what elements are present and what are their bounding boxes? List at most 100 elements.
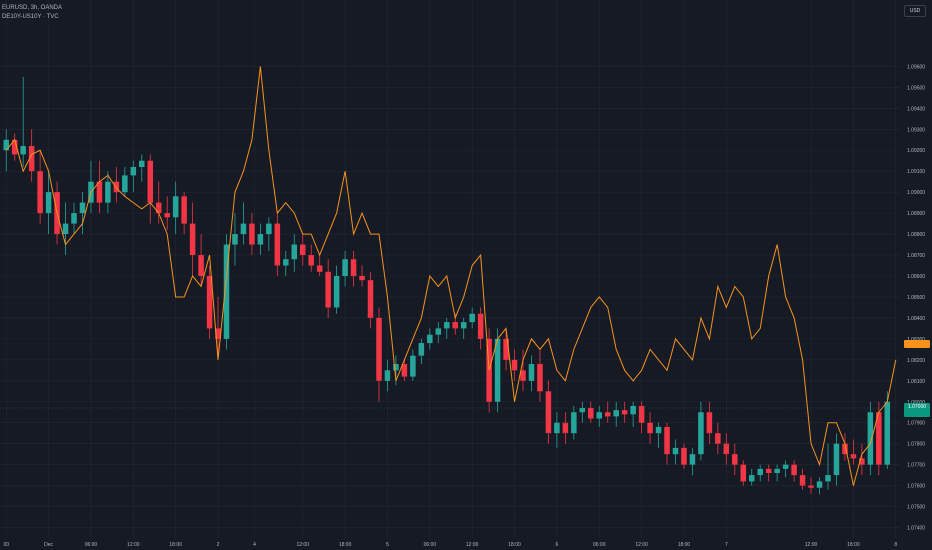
currency-button[interactable]: USD bbox=[904, 5, 926, 17]
price-tick-label: 1.08000 bbox=[907, 400, 925, 406]
price-tick-label: 1.07400 bbox=[907, 526, 925, 532]
candle bbox=[477, 307, 484, 350]
candle bbox=[528, 355, 535, 392]
compare-series-label[interactable]: DE10Y-US10Y · TVC bbox=[2, 14, 59, 20]
candle bbox=[367, 271, 374, 329]
candle bbox=[469, 307, 475, 329]
candle bbox=[410, 349, 416, 381]
candle-body bbox=[393, 364, 399, 371]
candle bbox=[799, 468, 806, 490]
main-series-label[interactable]: EURUSD, 3h, OANDA bbox=[2, 5, 63, 11]
candle-body bbox=[537, 364, 543, 392]
candle-body bbox=[833, 443, 840, 476]
candle-body bbox=[765, 468, 772, 474]
last-price-tag: 1.07000 bbox=[904, 403, 930, 417]
candle-body bbox=[706, 412, 713, 434]
candle-body bbox=[791, 464, 797, 476]
candle-body bbox=[613, 410, 619, 417]
time-tick-label: 4 bbox=[253, 542, 256, 548]
candle bbox=[545, 380, 552, 444]
candle-body bbox=[757, 468, 763, 476]
candle bbox=[782, 460, 789, 478]
candle bbox=[37, 150, 43, 224]
candle bbox=[630, 401, 636, 427]
candle-body bbox=[816, 481, 823, 488]
candle-body bbox=[28, 146, 35, 172]
candle-body bbox=[418, 343, 425, 356]
candle-body bbox=[410, 355, 416, 377]
candle-body bbox=[859, 458, 865, 465]
price-tick-label: 1.07800 bbox=[907, 442, 925, 448]
candle bbox=[664, 422, 670, 465]
price-tick-label: 1.07600 bbox=[907, 484, 925, 490]
candle bbox=[435, 322, 442, 344]
candle bbox=[715, 422, 721, 455]
time-tick-label: 12:00 bbox=[805, 542, 818, 548]
price-tick-label: 1.07500 bbox=[907, 505, 925, 511]
candle-body bbox=[647, 422, 653, 434]
time-tick-label: 18:00 bbox=[678, 542, 691, 548]
candle bbox=[740, 460, 747, 486]
candle-body bbox=[240, 223, 247, 235]
price-axis[interactable]: 1.07400 1.07500 1.07600 1.07700 1.07800 1.079… bbox=[907, 64, 925, 531]
candle-body bbox=[147, 160, 154, 203]
candle-body bbox=[105, 181, 111, 203]
candle-body bbox=[452, 322, 458, 329]
candle bbox=[757, 464, 763, 482]
candle-body bbox=[681, 447, 687, 465]
candle-body bbox=[299, 244, 306, 256]
candle-body bbox=[596, 412, 603, 419]
candle-body bbox=[249, 223, 255, 245]
candle bbox=[11, 133, 18, 161]
candle-body bbox=[274, 223, 281, 266]
candle bbox=[257, 223, 264, 256]
candle-body bbox=[571, 412, 577, 434]
candle bbox=[266, 217, 272, 251]
candle bbox=[139, 154, 145, 182]
chart-legend: EURUSD, 3h, OANDA DE10Y-US10Y · TVC bbox=[2, 4, 62, 22]
time-tick-label: 12:00 bbox=[466, 542, 479, 548]
candle-body bbox=[232, 234, 238, 245]
price-tick-label: 1.09400 bbox=[907, 106, 925, 112]
price-tick-label: 1.09600 bbox=[907, 64, 925, 70]
candle-body bbox=[588, 408, 594, 419]
time-tick-label: 06:00 bbox=[593, 542, 606, 548]
candle bbox=[672, 439, 679, 465]
candles bbox=[3, 76, 891, 494]
candle bbox=[384, 359, 391, 392]
last-price-value: 1.07000 bbox=[907, 404, 927, 410]
candle-body bbox=[528, 364, 535, 381]
candle bbox=[706, 401, 713, 444]
time-tick-label: 2 bbox=[217, 542, 220, 548]
candle bbox=[884, 391, 891, 469]
candle bbox=[816, 477, 823, 494]
price-tick-label: 1.08800 bbox=[907, 232, 925, 238]
candle-body bbox=[723, 443, 730, 455]
candle-body bbox=[325, 271, 331, 308]
price-tick-label: 1.07700 bbox=[907, 463, 925, 469]
time-tick-label: 00 bbox=[3, 542, 9, 548]
candle-body bbox=[494, 338, 501, 402]
candle-body bbox=[698, 412, 704, 455]
candle-body bbox=[181, 196, 187, 224]
candle bbox=[859, 443, 865, 476]
price-tick-label: 1.09500 bbox=[907, 85, 925, 91]
candle bbox=[62, 202, 69, 256]
price-tick-label: 1.09200 bbox=[907, 148, 925, 154]
candle-body bbox=[876, 412, 882, 465]
candle-body bbox=[850, 454, 857, 459]
candle-body bbox=[774, 468, 780, 474]
candle bbox=[732, 443, 738, 476]
price-tick-label: 1.08700 bbox=[907, 253, 925, 259]
candle-body bbox=[630, 405, 636, 415]
candle bbox=[45, 171, 52, 235]
candle bbox=[867, 401, 874, 476]
time-tick-label: 7 bbox=[725, 542, 728, 548]
time-axis[interactable]: 00 Dec 06:00 12:00 18:00 2 4 12:00 18:00 5 06:00 12… bbox=[3, 542, 897, 548]
compare-last-value-tag bbox=[904, 340, 930, 348]
time-tick-label: 18:00 bbox=[847, 542, 860, 548]
compare-line bbox=[5, 66, 897, 486]
candle-body bbox=[359, 276, 365, 281]
